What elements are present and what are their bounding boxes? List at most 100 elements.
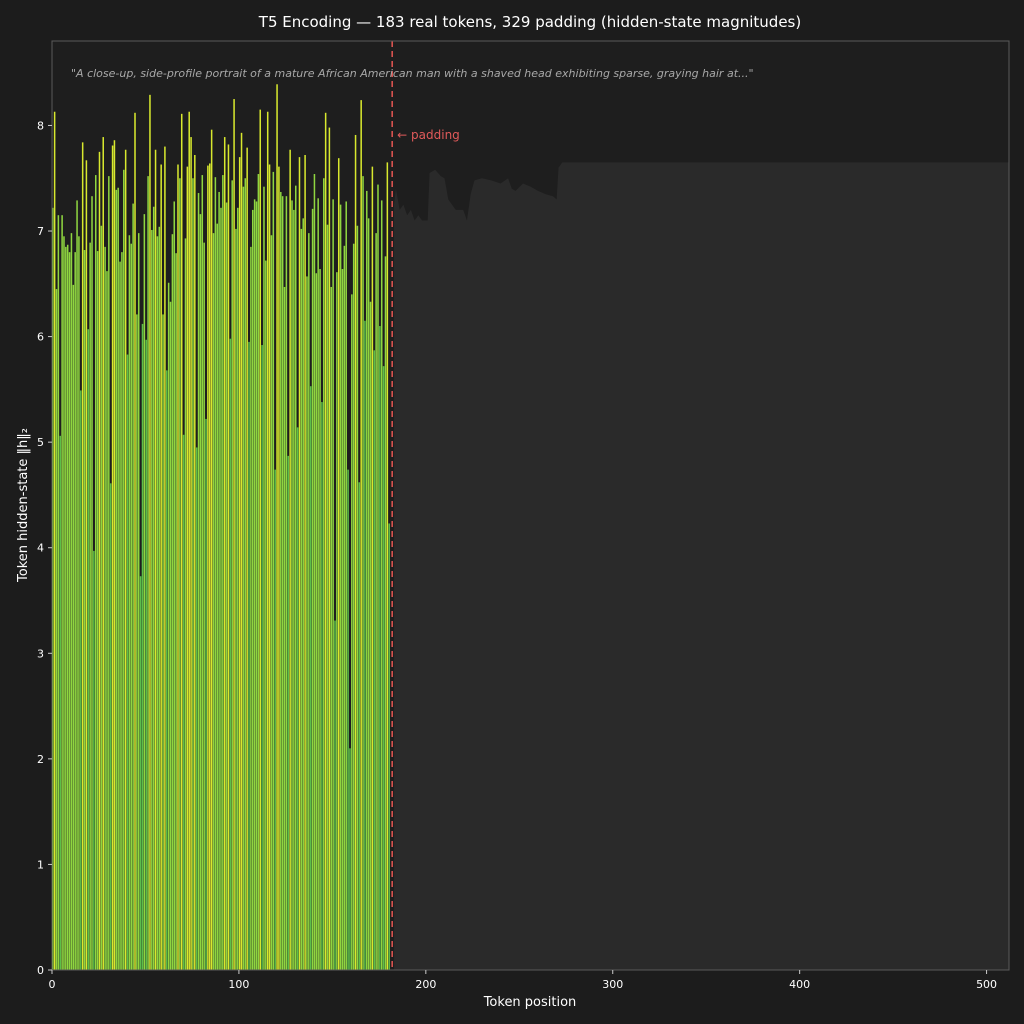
bar [287,455,290,970]
y-tick-label: 7 [37,225,44,238]
bar [223,137,226,970]
bar [233,99,235,970]
bar [70,233,73,970]
bar [169,301,172,970]
bar [182,434,185,970]
x-tick-label: 100 [228,978,249,991]
bar [332,199,334,971]
bar [231,180,233,971]
bar [207,165,209,970]
bar [201,175,204,970]
chart-title: T5 Encoding — 183 real tokens, 329 paddi… [258,13,801,31]
bar [106,271,108,970]
bar [52,207,54,971]
x-tick-label: 400 [789,978,810,991]
bar [108,176,110,970]
x-axis: 0 100 200 300 400 500 [49,970,997,991]
bar [311,208,314,971]
bar [55,289,58,971]
bar [339,204,342,970]
bar [98,151,101,971]
y-tick-label: 3 [37,647,44,660]
bar [93,550,95,970]
bar [173,201,176,970]
y-tick-label: 2 [37,753,44,766]
y-tick-label: 4 [37,542,44,555]
bar [371,166,374,970]
bar [130,243,133,970]
bar [240,132,243,971]
bar [121,252,123,970]
bar [280,191,282,970]
bar [328,127,331,970]
bar [104,246,106,971]
bar [244,178,247,971]
bar [126,354,129,970]
bar [278,166,280,970]
bar [257,174,260,970]
y-tick-label: 8 [37,119,44,132]
bar [91,196,93,970]
bar [72,284,75,970]
bar [304,155,306,970]
bar [362,176,364,970]
bar [162,314,164,970]
bar [364,320,366,970]
bar [347,469,349,970]
x-tick-label: 0 [49,978,56,991]
bar-group [52,84,390,971]
bar [74,252,76,970]
bar [366,190,368,970]
bar [266,111,269,971]
bar [351,294,353,970]
bar [308,233,310,970]
bar [61,215,63,970]
bar [113,140,116,971]
x-tick-label: 300 [602,978,623,991]
bar [302,218,304,971]
axes-frame [51,40,1010,971]
bar [384,256,387,970]
bar [377,184,379,970]
bar [283,286,286,971]
bar [225,202,228,970]
bar [237,207,239,971]
bar [317,198,319,971]
bar [242,186,245,970]
y-tick-label: 1 [37,858,44,871]
bar [132,203,134,970]
bar [281,196,284,970]
bar [321,402,323,970]
bar [246,147,248,970]
bar [210,129,213,970]
bar [115,189,118,971]
bar [285,196,288,970]
bar [270,235,273,970]
bar [334,620,336,970]
bar [87,329,90,970]
bar [336,272,338,970]
bar [76,200,78,970]
bar [111,145,114,970]
bar [57,215,60,970]
bar [259,109,261,971]
bar [154,149,157,971]
bar [209,163,211,970]
bar [195,447,198,970]
bar [298,157,301,971]
bar [343,245,346,971]
bar [306,276,308,970]
bar [255,201,258,970]
bar [94,175,97,970]
bar [268,164,271,970]
bar [136,314,138,970]
bar [369,301,372,970]
bar [386,162,389,970]
bar [147,176,149,970]
bar [380,200,383,970]
bar [319,269,321,970]
bar [143,214,146,970]
bar [194,155,196,970]
bar [291,200,293,970]
y-tick-label: 0 [37,964,44,977]
